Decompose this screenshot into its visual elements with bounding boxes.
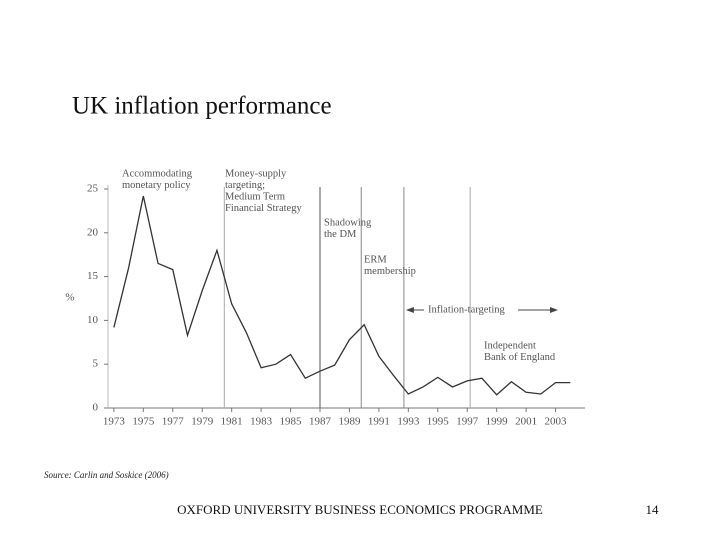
x-tick-label: 1985 <box>280 416 303 428</box>
x-tick-label: 1981 <box>221 416 243 428</box>
annotation: Independent <box>484 340 536 351</box>
annotation: Shadowing <box>324 217 372 228</box>
x-tick-label: 2001 <box>515 416 537 428</box>
x-tick-label: 1995 <box>427 416 450 428</box>
annotation: Inflation-targeting <box>428 304 506 315</box>
x-tick-label: 1987 <box>309 416 332 428</box>
y-tick-label: 10 <box>87 314 99 326</box>
y-tick-label: 15 <box>87 270 99 282</box>
x-tick-label: 1983 <box>250 416 273 428</box>
annotation: ERM <box>364 254 387 265</box>
annotation: Money-supply <box>225 168 287 179</box>
annotation: monetary policy <box>122 180 191 191</box>
x-tick-label: 1975 <box>132 416 155 428</box>
arrow-head <box>405 307 414 313</box>
annotation: targeting; <box>225 180 265 191</box>
y-tick-label: 0 <box>93 402 99 414</box>
annotation: the DM <box>324 229 357 240</box>
x-tick-label: 1973 <box>103 416 126 428</box>
arrow-head <box>550 307 558 313</box>
x-tick-label: 1991 <box>368 416 390 428</box>
annotation: Accommodating <box>122 168 193 179</box>
x-tick-label: 1999 <box>486 416 509 428</box>
page-number: 14 <box>646 502 660 517</box>
x-tick-label: 1993 <box>397 416 420 428</box>
x-tick-label: 1977 <box>162 416 185 428</box>
annotation: Bank of England <box>484 352 556 363</box>
y-tick-label: 5 <box>93 358 99 370</box>
x-tick-label: 2003 <box>545 416 568 428</box>
annotation: Medium Term <box>225 191 285 202</box>
footer: OXFORD UNIVERSITY BUSINESS ECONOMICS PRO… <box>177 502 543 517</box>
y-tick-label: 20 <box>87 226 99 238</box>
x-tick-label: 1989 <box>338 416 361 428</box>
y-tick-label: 25 <box>87 183 99 195</box>
slide-title: UK inflation performance <box>72 93 332 120</box>
annotation: Financial Strategy <box>225 203 302 214</box>
x-tick-label: 1997 <box>456 416 479 428</box>
source: Source: Carlin and Soskice (2006) <box>44 470 169 480</box>
annotation: membership <box>364 266 416 277</box>
inflation-line <box>113 195 571 396</box>
y-axis-label: % <box>65 292 74 304</box>
x-tick-label: 1979 <box>191 416 214 428</box>
